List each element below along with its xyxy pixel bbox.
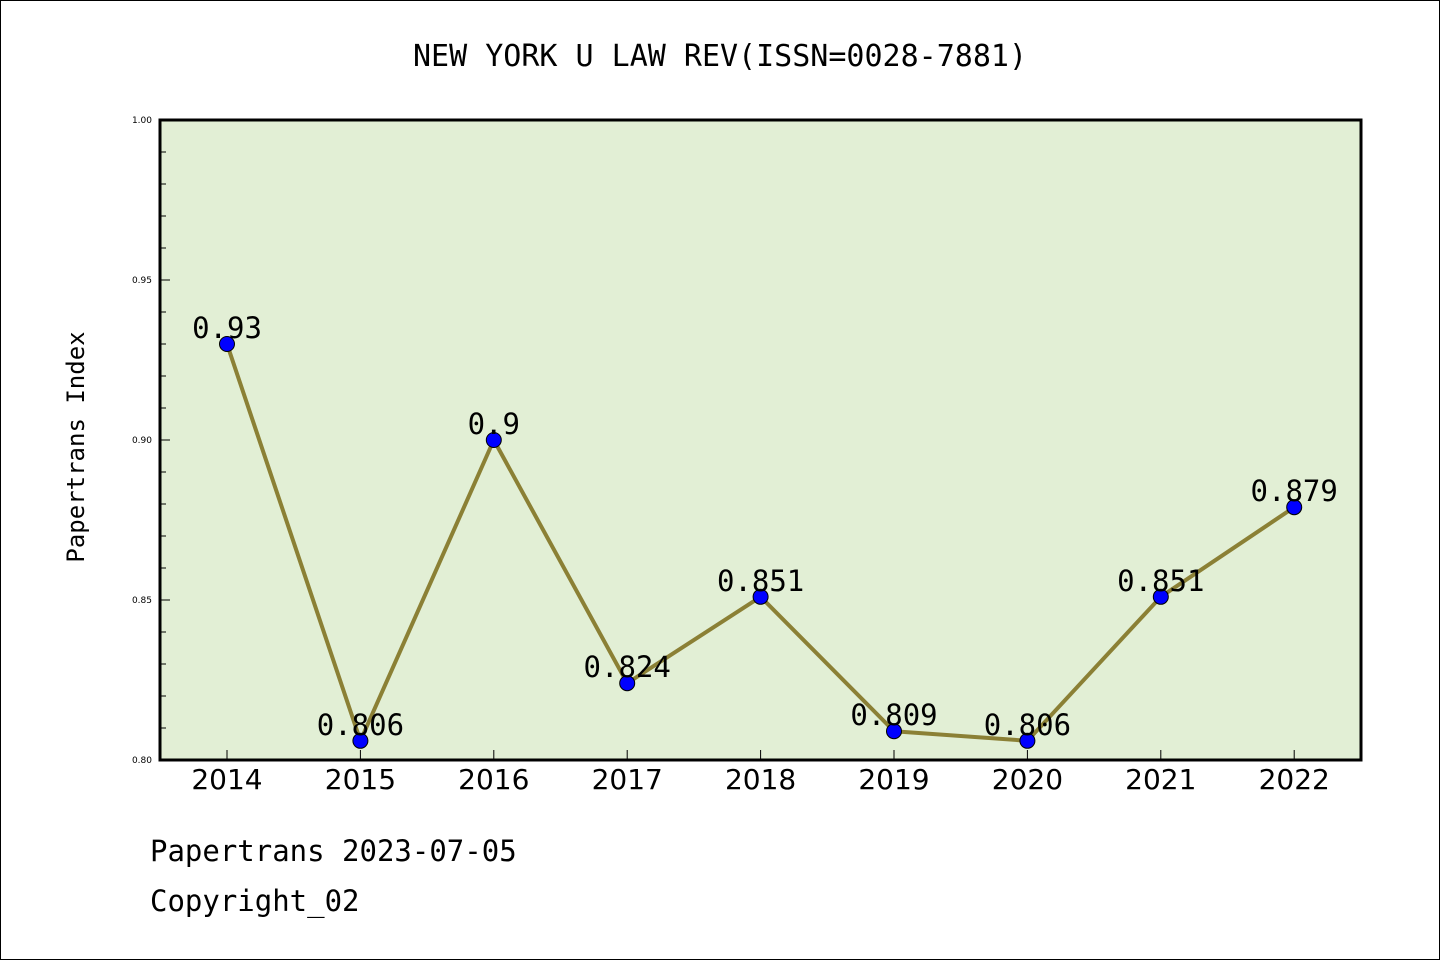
data-labels: 0.93 0.806 0.9 0.824 0.851 0.809 0.806 0.851 0.8… [192,311,1338,742]
footer-date: Papertrans 2023-07-05 [150,834,517,868]
data-label: 0.879 [1251,474,1338,508]
data-label: 0.824 [584,650,671,684]
data-point [1286,499,1303,516]
y-axis-label: Papertrans Index [62,331,90,562]
y-tick-label: 0.85 [132,596,152,606]
x-tick-label: 2020 [992,763,1063,796]
data-point [1019,732,1036,749]
data-label: 0.851 [717,564,804,598]
data-point [352,732,369,749]
data-point [752,588,769,605]
data-point [619,675,636,692]
footer-copyright: Copyright_02 [150,884,360,918]
x-tick-label: 2017 [592,763,663,796]
data-label: 0.806 [984,708,1071,742]
data-point [886,723,902,740]
x-tick-label: 2015 [325,763,396,796]
data-point [1152,588,1169,605]
x-axis: 2014 2015 2016 2017 2018 2019 2020 2021 2022 [191,750,1330,796]
y-tick-label: 1.00 [132,116,152,126]
data-label: 0.809 [850,698,937,732]
plot-area [158,118,1363,762]
x-tick-label: 2018 [725,763,796,796]
data-label: 0.806 [317,708,404,742]
x-tick-label: 2014 [191,763,262,796]
y-tick-label: 0.80 [132,756,152,766]
x-tick-label: 2016 [458,763,529,796]
x-tick-label: 2021 [1125,763,1196,796]
series-line [219,336,1303,749]
x-tick-label: 2019 [858,763,929,796]
data-label: 0.9 [468,407,520,441]
chart-title: NEW YORK U LAW REV(ISSN=0028-7881) [413,39,1027,74]
y-tick-label: 0.95 [132,276,152,286]
data-point [485,432,502,448]
data-label: 0.851 [1117,564,1204,598]
y-tick-label: 0.90 [132,436,152,446]
x-tick-label: 2022 [1259,763,1330,796]
data-point [219,336,235,352]
y-axis: 0.80 0.85 0.90 0.95 1.00 [132,116,170,766]
data-label: 0.93 [192,311,262,345]
